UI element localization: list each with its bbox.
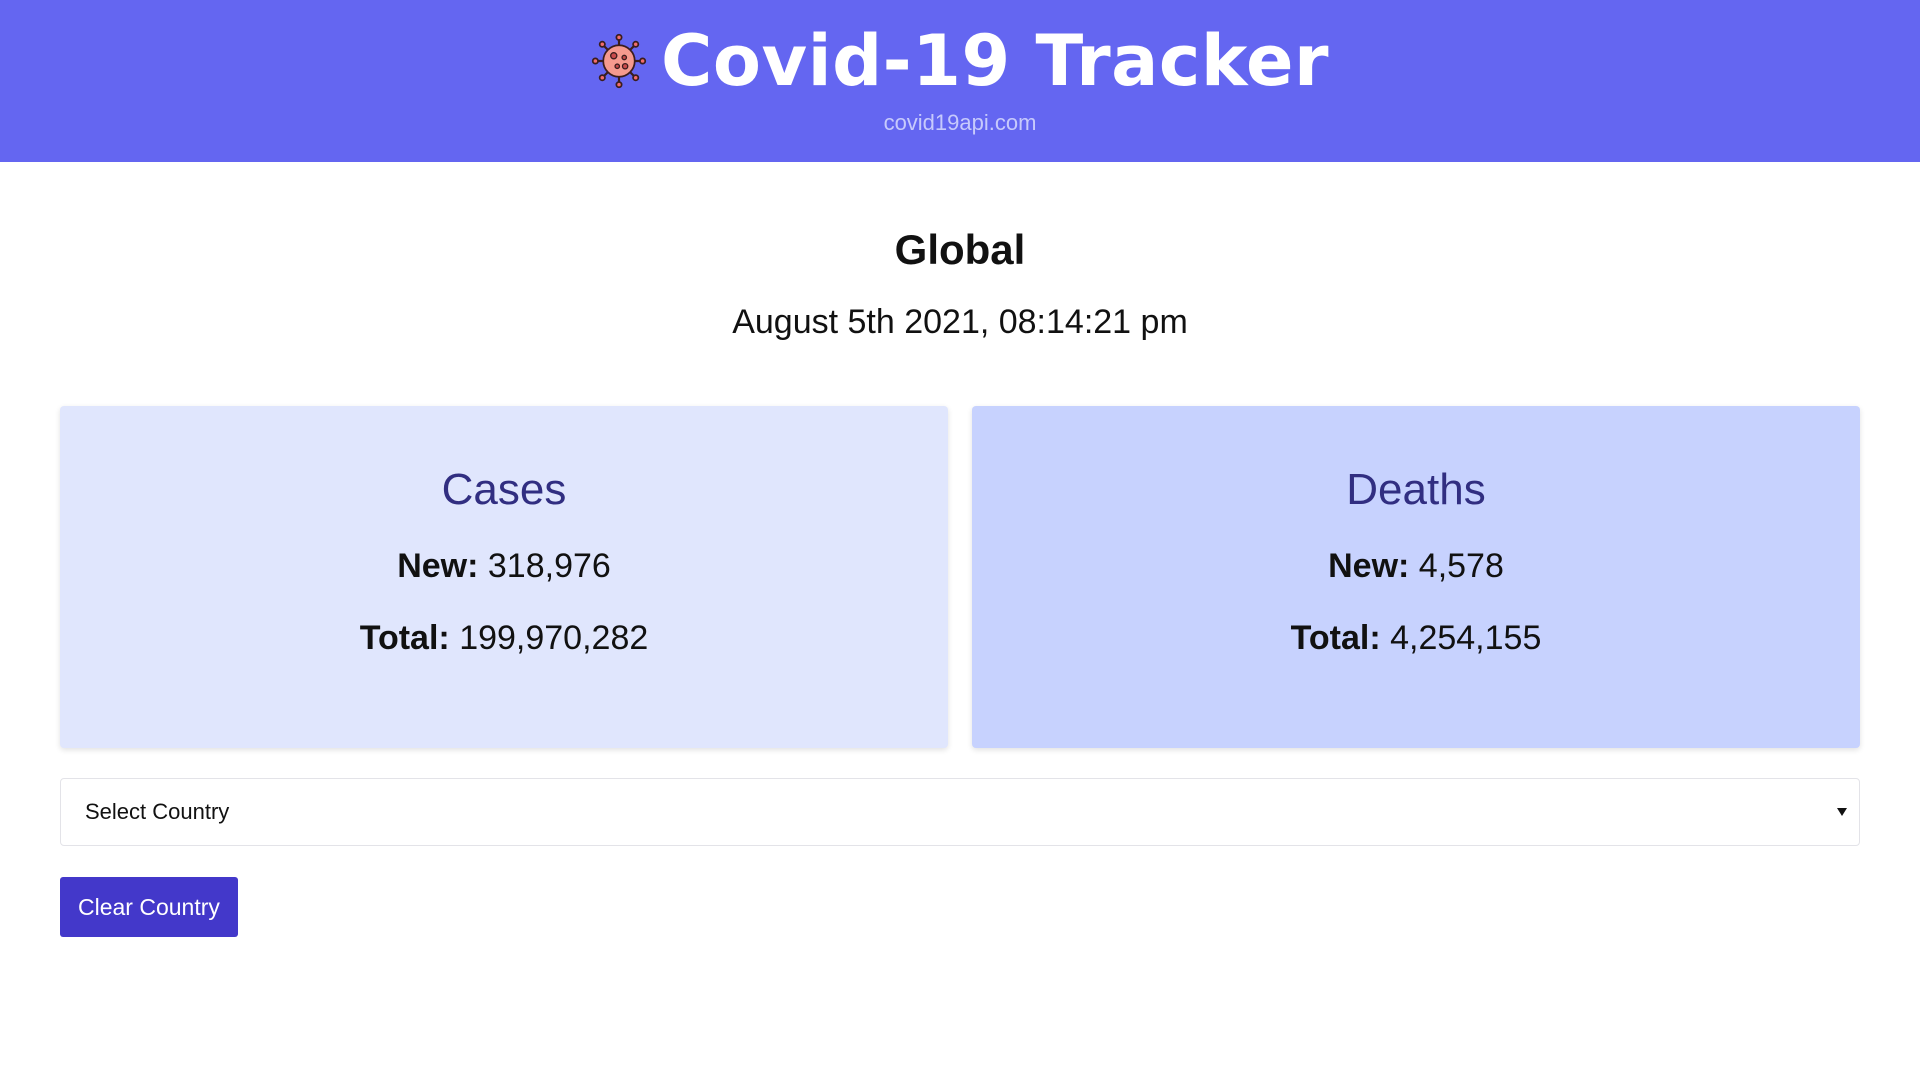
app-title: Covid-19 Tracker [660, 20, 1329, 102]
cases-total-label: Total: [359, 619, 450, 657]
clear-country-button[interactable]: Clear Country [60, 877, 238, 937]
app-header: Covid-19 Tracker covid19api.com [0, 0, 1920, 162]
brand: Covid-19 Tracker [591, 16, 1329, 106]
deaths-new: New: 4,578 [1328, 544, 1504, 588]
country-select-value: Select Country [85, 799, 230, 824]
cases-new-label: New: [397, 547, 479, 585]
cases-total: Total: 199,970,282 [360, 616, 649, 660]
cases-total-value: 199,970,282 [459, 619, 649, 657]
cases-new-value: 318,976 [487, 547, 611, 585]
stats-cards: Cases New: 318,976 Total: 199,970,282 De… [60, 406, 1860, 748]
deaths-new-label: New: [1328, 547, 1410, 585]
chevron-down-icon [1837, 808, 1847, 816]
region-title: Global [894, 226, 1026, 273]
cases-card-title: Cases [441, 465, 567, 514]
deaths-card-title: Deaths [1346, 465, 1486, 514]
country-select[interactable]: Select Country [60, 778, 1860, 846]
virus-icon [591, 33, 647, 89]
deaths-total: Total: 4,254,155 [1291, 616, 1542, 660]
cases-new: New: 318,976 [397, 544, 611, 588]
last-updated-date: August 5th 2021, 08:14:21 pm [732, 303, 1188, 341]
main-content: Global August 5th 2021, 08:14:21 pm Case… [0, 224, 1920, 937]
deaths-total-label: Total: [1290, 619, 1381, 657]
deaths-total-value: 4,254,155 [1390, 619, 1542, 657]
cases-card: Cases New: 318,976 Total: 199,970,282 [60, 406, 948, 748]
app-subtitle: covid19api.com [883, 110, 1037, 135]
deaths-card: Deaths New: 4,578 Total: 4,254,155 [972, 406, 1860, 748]
deaths-new-value: 4,578 [1418, 547, 1504, 585]
